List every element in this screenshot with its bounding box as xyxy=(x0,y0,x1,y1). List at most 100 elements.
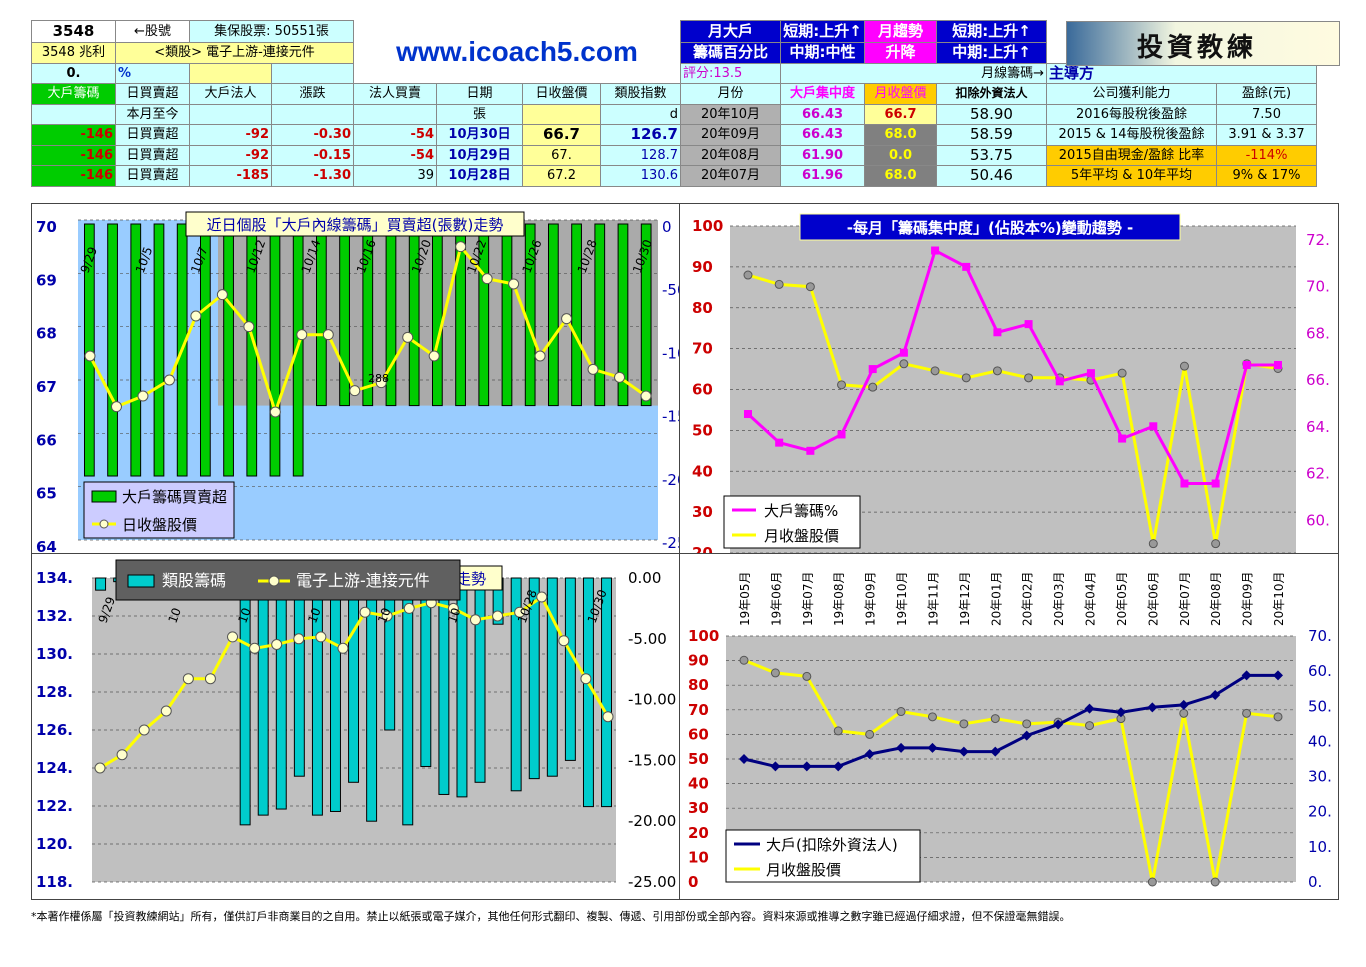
left-cell-1-1: 日買賣超 xyxy=(115,144,190,166)
c2-left-tick-2: 80 xyxy=(692,299,713,317)
c2-left-tick-6: 40 xyxy=(692,462,713,480)
left-unit-0 xyxy=(31,103,116,125)
c3-index-point-11 xyxy=(337,642,349,654)
brand-logo: 投資教練 xyxy=(1066,21,1340,66)
c4-big-point-7 xyxy=(958,746,969,757)
c3-bar-11 xyxy=(293,577,305,777)
c2-left-tick-3: 70 xyxy=(692,340,713,358)
c4-xtick-3: 19年08月 xyxy=(832,571,846,626)
left-cell-1-2: -92 xyxy=(189,144,272,166)
c4-price-point-6 xyxy=(927,712,937,722)
c3-left-tick-4: 126. xyxy=(36,721,73,739)
c3-xtick-6: 10 xyxy=(305,606,323,625)
c2-conc-point-9 xyxy=(1024,320,1033,329)
c4-xtick-17: 20年10月 xyxy=(1272,571,1286,626)
c4-price-point-2 xyxy=(802,671,812,681)
c1-price-point-13 xyxy=(428,350,440,362)
left-header-6: 日收盤價 xyxy=(522,83,601,105)
right-cell-0-5: 7.50 xyxy=(1216,103,1317,125)
c4-price-point-13 xyxy=(1147,877,1157,887)
c4-left-tick-4: 60 xyxy=(688,725,709,743)
c4-left-tick-10: 0 xyxy=(688,873,698,891)
right-cell-1-3: 58.59 xyxy=(936,124,1047,146)
c1-bar-8 xyxy=(269,223,281,477)
c1-price-point-4 xyxy=(190,310,202,322)
c2-left-tick-5: 50 xyxy=(692,421,713,439)
c4-price-point-5 xyxy=(896,707,906,717)
c4-xtick-0: 19年05月 xyxy=(738,571,752,626)
right-cell-2-1: 61.90 xyxy=(780,144,865,166)
c1-left-tick-2: 68 xyxy=(36,325,57,343)
c2-title-box xyxy=(799,213,1181,241)
c2-right-tick-3: 66. xyxy=(1306,371,1330,389)
sector-name: <類股> 電子上游-連接元件 xyxy=(115,42,354,64)
right-header-4: 公司獲利能力 xyxy=(1046,83,1217,105)
c3-bar-21 xyxy=(474,577,486,783)
right-header-5: 盈餘(元) xyxy=(1216,83,1317,105)
c1-price-point-18 xyxy=(561,313,573,325)
short-term-2: 短期:上升↑ xyxy=(936,20,1047,43)
c4-right-tick-2: 50. xyxy=(1308,697,1332,715)
left-cell-1-3: -0.15 xyxy=(271,144,354,166)
c1-price-point-3 xyxy=(163,374,175,386)
c4-xtick-16: 20年09月 xyxy=(1241,571,1255,626)
c1-price-point-21 xyxy=(640,390,652,402)
chart-daily-panel: 706968676665640-50-100-150-200-2509/2910… xyxy=(31,203,696,556)
c2-right-tick-6: 60. xyxy=(1306,511,1330,529)
left-cell-1-0: -146 xyxy=(31,144,116,166)
right-cell-3-0: 20年07月 xyxy=(680,165,781,187)
summary-table: 3548 ←股號 集保股票: 50551張 月大戶 短期:上升↑ 月趨勢 短期:… xyxy=(31,20,1317,187)
c4-xtick-9: 20年02月 xyxy=(1021,571,1035,626)
short-term-1: 短期:上升↑ xyxy=(780,20,865,43)
right-cell-3-3: 50.46 xyxy=(936,165,1047,187)
right-cell-1-4: 2015 & 14每股稅後盈餘 xyxy=(1046,124,1217,146)
c2-price-point-13 xyxy=(1148,539,1158,549)
right-header-2: 月收盤價 xyxy=(864,83,937,105)
c3-index-point-10 xyxy=(315,631,327,643)
c4-xtick-1: 19年06月 xyxy=(769,571,783,626)
left-cell-2-4: 39 xyxy=(353,165,437,187)
right-cell-1-2: 68.0 xyxy=(864,124,937,146)
c2-price-point-12 xyxy=(1117,368,1127,378)
c1-price-point-16 xyxy=(508,278,520,290)
c1-price-point-1 xyxy=(110,401,122,413)
c1-price-point-14 xyxy=(455,241,467,253)
c4-big-point-17 xyxy=(1273,670,1283,681)
c3-right-tick-2: -10.00 xyxy=(628,691,676,709)
c4-big-point-2 xyxy=(801,761,812,772)
left-unit-3 xyxy=(271,103,354,125)
c1-bar-24 xyxy=(640,223,652,407)
c4-xtick-6: 19年11月 xyxy=(926,571,940,626)
c2-conc-point-2 xyxy=(806,446,815,455)
left-cell-2-2: -185 xyxy=(189,165,272,187)
mid-term-2: 中期:上升↑ xyxy=(936,42,1047,64)
c4-xtick-7: 19年12月 xyxy=(958,571,972,626)
c2-legend-a: 大戶籌碼% xyxy=(764,502,838,520)
c1-right-tick-3: -150 xyxy=(662,408,680,426)
c3-index-point-20 xyxy=(536,591,548,603)
c3-bar-28 xyxy=(601,577,612,808)
left-header-7: 類股指數 xyxy=(600,83,681,105)
site-url[interactable]: www.icoach5.com xyxy=(396,36,638,67)
c1-bar-18 xyxy=(501,223,513,407)
c2-conc-point-3 xyxy=(837,430,846,439)
c3-left-tick-2: 130. xyxy=(36,645,73,663)
c1-price-point-15 xyxy=(481,273,493,285)
c2-left-tick-4: 60 xyxy=(692,381,713,399)
c2-legend xyxy=(723,495,861,549)
c4-xtick-4: 19年09月 xyxy=(864,571,878,626)
c2-conc-point-0 xyxy=(744,410,752,419)
c4-big-point-16 xyxy=(1241,670,1252,681)
right-cell-0-2: 66.7 xyxy=(864,103,937,125)
c2-left-tick-0: 100 xyxy=(692,217,723,235)
left-unit-7: d xyxy=(600,103,681,125)
leader-label: 主導方 xyxy=(1046,62,1317,84)
c1-legend-bar: 大戶籌碼買賣超 xyxy=(122,488,227,506)
c4-price-point-16 xyxy=(1242,708,1252,718)
c2-right-tick-5: 62. xyxy=(1306,465,1330,483)
c1-bar-0 xyxy=(83,223,95,477)
left-cell-2-6: 67.2 xyxy=(522,165,601,187)
c4-big-point-13 xyxy=(1147,702,1158,713)
left-cell-0-7: 126.7 xyxy=(600,124,681,146)
c3-bar-23 xyxy=(510,577,522,792)
